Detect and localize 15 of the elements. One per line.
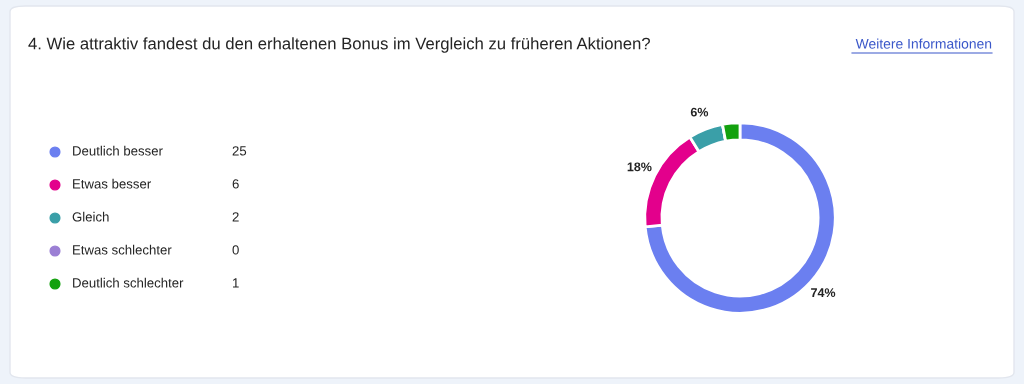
text: 18% <box>627 162 652 172</box>
data-label: 25 <box>232 146 247 156</box>
legend-label: Etwas besser <box>73 178 151 189</box>
text: 0 <box>232 245 239 255</box>
data-label: 2 <box>232 212 239 222</box>
data-label: 6 <box>232 179 239 189</box>
legend-label: Deutlich schlechter <box>73 277 184 288</box>
text: Weitere Informationen <box>855 38 992 49</box>
text: 74% <box>811 288 836 298</box>
legend-label: Gleich <box>72 211 109 222</box>
chart-title: 4. Wie attraktiv fandest du den erhaltenen Bonus im Vergleich zu früheren Aktionen? <box>28 37 650 53</box>
legend-label: Etwas schlechter <box>73 244 172 255</box>
data-label: 1 <box>233 278 239 288</box>
legend-label: Deutlich besser <box>73 145 163 156</box>
text: 6% <box>690 107 709 117</box>
